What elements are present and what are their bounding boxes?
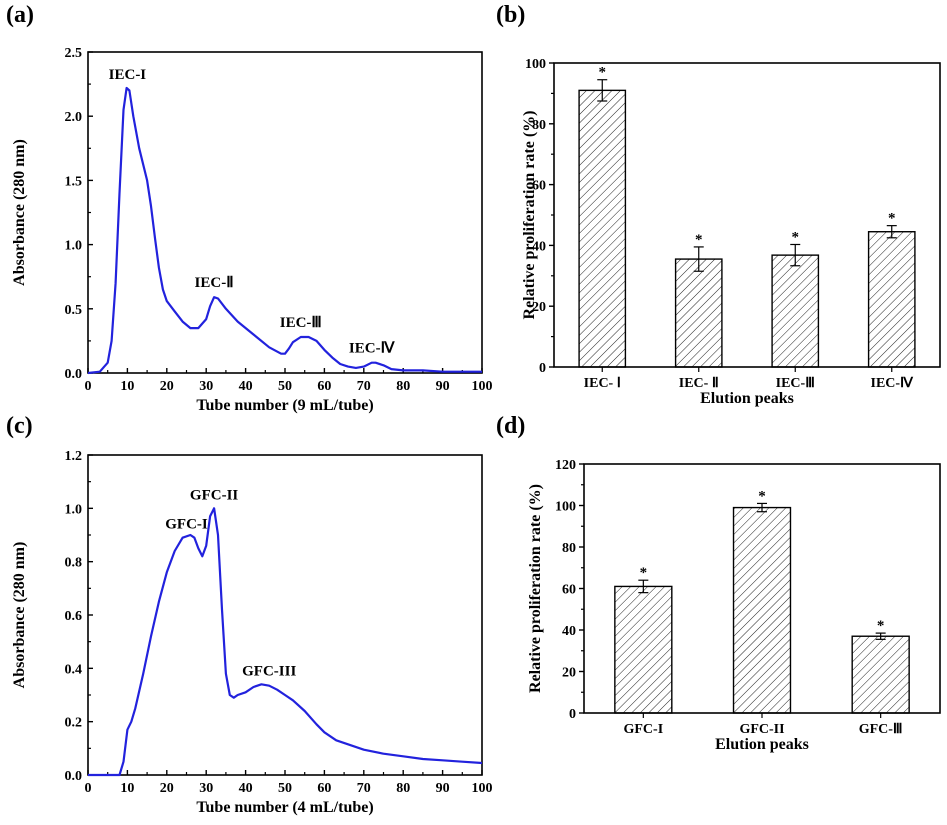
y-tick-label: 1.2	[65, 449, 83, 464]
chart-a-svg: 0.0 0.5 1.0 1.5 2.0 2.5 0 10 20 30 40 50 60 70 80 90 100…	[11, 46, 493, 414]
panel-label-a: (a)	[6, 2, 34, 28]
x-tick-label: GFC-I	[623, 722, 663, 737]
y-tick-label: 0	[569, 707, 576, 722]
y-axis-label: Absorbance (280 nm)	[11, 139, 28, 286]
x-tick-label: IEC- Ⅱ	[679, 376, 719, 391]
x-tick-label: 30	[199, 379, 213, 394]
x-tick-label: 90	[436, 379, 450, 394]
panel-d: (d) * GFC-I * GFC-II * GFC-Ⅲ 0 20 40 60 80 100 120 El…	[490, 413, 947, 825]
y-tick-label: 20	[532, 300, 546, 315]
significance-star: *	[640, 565, 648, 581]
x-tick-label: 80	[396, 781, 410, 796]
x-tick-label: 40	[239, 379, 253, 394]
x-tick-label: IEC- Ⅰ	[584, 376, 621, 391]
x-tick-label: IEC-Ⅲ	[776, 376, 815, 391]
y-axis-label: Absorbance (280 nm)	[11, 542, 28, 689]
panel-label-b: (b)	[496, 2, 526, 28]
y-tick-label: 100	[525, 57, 546, 72]
bar	[614, 585, 673, 714]
y-tick-label: 60	[532, 179, 546, 194]
y-tick-label: 120	[555, 458, 576, 473]
panel-b: (b) * IEC- Ⅰ * IEC- Ⅱ * IEC-Ⅲ * IEC-Ⅳ 0 20 40 60 80 1…	[490, 0, 947, 420]
y-tick-label: 40	[532, 239, 546, 254]
peak-label: GFC-I	[165, 517, 208, 533]
peak-label: GFC-III	[242, 663, 296, 679]
panel-label-c: (c)	[6, 413, 33, 439]
x-tick-label: 20	[160, 379, 174, 394]
x-tick-label: 0	[85, 379, 92, 394]
series-line	[87, 86, 482, 375]
y-tick-label: 0.2	[65, 716, 83, 731]
peak-label: GFC-II	[190, 487, 238, 503]
y-axis-label: Relative proliferation rate (%)	[521, 111, 538, 320]
y-tick-label: 0	[539, 361, 546, 376]
y-axis-label: Relative proliferation rate (%)	[527, 484, 544, 693]
bar	[771, 254, 820, 368]
chart-b-svg: * IEC- Ⅰ * IEC- Ⅱ * IEC-Ⅲ * IEC-Ⅳ 0 20 40 60 80 100 El…	[521, 57, 941, 407]
y-tick-label: 40	[562, 624, 576, 639]
y-tick-label: 1.5	[65, 174, 83, 189]
x-tick-label: IEC-Ⅳ	[871, 376, 915, 391]
x-tick-label: 90	[436, 781, 450, 796]
x-tick-label: 70	[357, 781, 371, 796]
bar	[867, 231, 916, 368]
y-tick-label: 80	[532, 118, 546, 133]
x-axis-label: Tube number (9 mL/tube)	[196, 397, 373, 414]
significance-star: *	[695, 232, 703, 248]
y-tick-label: 2.0	[65, 110, 83, 125]
x-tick-label: 40	[239, 781, 253, 796]
x-tick-label: 60	[317, 781, 331, 796]
x-tick-label: GFC-Ⅲ	[859, 722, 903, 737]
x-tick-label: 100	[472, 379, 493, 394]
y-tick-label: 0.5	[65, 303, 83, 318]
significance-star: *	[792, 229, 800, 245]
y-tick-label: 0.6	[65, 609, 83, 624]
x-tick-label: 10	[120, 781, 134, 796]
bar	[578, 89, 627, 368]
peak-label: IEC-Ⅱ	[195, 275, 234, 291]
peak-label: IEC-Ⅳ	[349, 340, 396, 356]
y-tick-label: 0.0	[65, 769, 83, 784]
x-axis-label: Elution peaks	[700, 390, 794, 407]
panel-a: (a) 0.0 0.5 1.0 1.5 2.0 2.5 0 10 20 30 40 50 60 70 80 9…	[0, 0, 493, 420]
peak-label: IEC-I	[109, 67, 147, 83]
x-tick-label: 30	[199, 781, 213, 796]
x-tick-label: 70	[357, 379, 371, 394]
x-tick-label: 0	[85, 781, 92, 796]
panel-label-d: (d)	[496, 413, 526, 439]
x-tick-label: 10	[120, 379, 134, 394]
x-tick-label: 50	[278, 379, 292, 394]
peak-label: IEC-Ⅲ	[280, 315, 322, 331]
x-tick-label: 50	[278, 781, 292, 796]
x-tick-label: 80	[396, 379, 410, 394]
y-tick-label: 1.0	[65, 502, 83, 517]
series-line	[88, 507, 483, 777]
y-tick-label: 2.5	[65, 46, 83, 61]
significance-star: *	[888, 211, 896, 227]
chart-d-svg: * GFC-I * GFC-II * GFC-Ⅲ 0 20 40 60 80 100 120 Elutio…	[527, 458, 941, 753]
x-tick-label: 20	[160, 781, 174, 796]
y-tick-label: 1.0	[65, 239, 83, 254]
y-tick-label: 0.4	[65, 662, 83, 677]
y-tick-label: 100	[555, 500, 576, 515]
x-tick-label: 60	[317, 379, 331, 394]
x-tick-label: 100	[472, 781, 493, 796]
bar	[732, 506, 792, 714]
x-tick-label: GFC-II	[739, 722, 784, 737]
y-tick-label: 80	[562, 541, 576, 556]
y-tick-label: 0.0	[65, 367, 83, 382]
x-axis-label: Elution peaks	[715, 736, 809, 753]
significance-star: *	[758, 488, 766, 504]
panel-c: (c) 0.0 0.2 0.4 0.6 0.8 1.0 1.2 0 10 20 30 40 50 60 70…	[0, 413, 493, 825]
bar	[851, 635, 910, 714]
y-tick-label: 0.8	[65, 556, 83, 571]
significance-star: *	[599, 65, 607, 81]
x-axis-label: Tube number (4 mL/tube)	[196, 799, 373, 816]
significance-star: *	[877, 618, 885, 634]
y-tick-label: 60	[562, 583, 576, 598]
y-tick-label: 20	[562, 666, 576, 681]
bar	[674, 258, 723, 368]
chart-c-svg: 0.0 0.2 0.4 0.6 0.8 1.0 1.2 0 10 20 30 40 50 60 70 80 90…	[11, 449, 493, 816]
plot-frame	[87, 454, 483, 776]
